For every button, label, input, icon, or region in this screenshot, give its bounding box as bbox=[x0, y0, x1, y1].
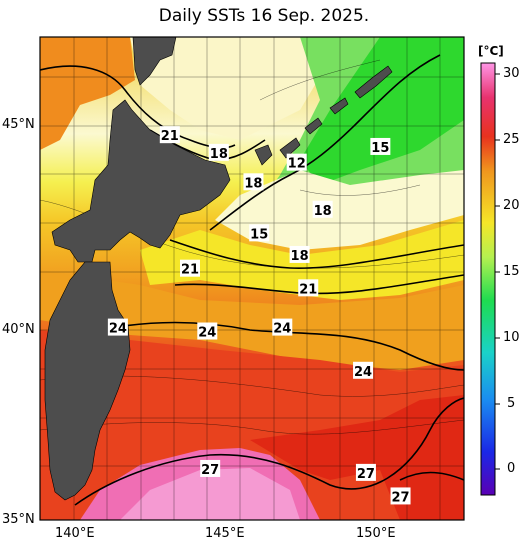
contour-label-bg bbox=[272, 318, 293, 336]
contour-label-bg bbox=[298, 279, 319, 297]
lon-label-150: 150°E bbox=[356, 526, 396, 541]
contour-label-10: 24 bbox=[107, 318, 128, 337]
map-area: 21 18 18 12 15 18 15 18 21 21 24 24 24 24 27 27 27 bbox=[40, 37, 464, 520]
contour-label-text: 18 bbox=[244, 176, 262, 191]
lat-label-40: 40°N bbox=[2, 322, 35, 337]
lon-label-140: 140°E bbox=[55, 526, 95, 541]
map-title: Daily SSTs 16 Sep. 2025. bbox=[158, 6, 370, 26]
lon-label-145: 145°E bbox=[205, 526, 245, 541]
contour-label-text: 27 bbox=[391, 490, 409, 505]
colorbar-ticks bbox=[495, 73, 500, 470]
kuril-5 bbox=[354, 65, 393, 99]
contour-label-16: 27 bbox=[390, 487, 411, 505]
contour-label-9: 21 bbox=[298, 279, 319, 297]
colorbar bbox=[480, 62, 496, 496]
contour-label-bg bbox=[370, 137, 391, 155]
contour-label-bg bbox=[197, 322, 218, 340]
mid-orange bbox=[40, 270, 464, 370]
contour-label-7: 18 bbox=[289, 245, 310, 264]
contour-label-text: 15 bbox=[371, 141, 389, 156]
contour-label-bg bbox=[355, 463, 376, 481]
lat-label-35: 35°N bbox=[2, 512, 35, 527]
contour-label-bg bbox=[249, 224, 270, 242]
colorbar-label-10: 10 bbox=[503, 330, 520, 345]
contour-label-text: 24 bbox=[273, 322, 291, 337]
colorbar-label-5: 5 bbox=[507, 396, 516, 411]
contour-label-12: 24 bbox=[272, 318, 293, 337]
contour-label-bg bbox=[289, 245, 310, 263]
contour-label-bg bbox=[286, 153, 307, 171]
contour-label-text: 24 bbox=[198, 326, 216, 341]
contour-label-bg bbox=[312, 200, 333, 218]
contour-label-text: 24 bbox=[354, 365, 372, 380]
contour-label-text: 27 bbox=[201, 463, 219, 478]
colorbar-label-0: 0 bbox=[507, 461, 516, 476]
contour-label-text: 12 bbox=[288, 157, 306, 172]
contour-label-text: 15 bbox=[250, 227, 268, 242]
contour-label-text: 21 bbox=[181, 263, 199, 278]
contour-label-text: 18 bbox=[314, 204, 332, 219]
contour-label-bg bbox=[200, 459, 221, 477]
map-frame bbox=[39, 36, 465, 521]
contour-label-4: 15 bbox=[370, 137, 391, 156]
contour-label-text: 27 bbox=[357, 467, 375, 482]
contour-label-text: 18 bbox=[210, 147, 228, 162]
contour-label-14: 27 bbox=[200, 459, 221, 478]
contour-label-bg bbox=[390, 487, 411, 505]
unit-label: [°C] bbox=[478, 44, 504, 58]
contour-label-bg bbox=[179, 259, 200, 277]
sea-japan-warm bbox=[40, 37, 135, 150]
cold-water-deep bbox=[300, 37, 464, 185]
sakhalin bbox=[132, 37, 177, 86]
colorbar-label-30: 30 bbox=[503, 66, 520, 81]
contour-label-text: 24 bbox=[109, 322, 127, 337]
contour-labels: 21 18 18 12 15 18 15 18 21 21 24 24 24 24 27 27 27 bbox=[107, 126, 411, 505]
contour-label-13: 24 bbox=[353, 361, 374, 380]
contour-label-11: 24 bbox=[197, 322, 218, 341]
contour-label-3: 12 bbox=[286, 153, 307, 172]
kuril-3 bbox=[304, 117, 323, 135]
contour-label-text: 21 bbox=[299, 282, 317, 297]
contour-label-1: 18 bbox=[208, 143, 229, 162]
contour-label-bg bbox=[159, 126, 180, 144]
kuril-4 bbox=[329, 97, 349, 115]
colorbar-label-20: 20 bbox=[503, 198, 520, 213]
contour-label-text: 21 bbox=[161, 129, 179, 144]
contour-label-bg bbox=[208, 143, 229, 161]
kuril-2 bbox=[279, 137, 301, 159]
contour-label-6: 15 bbox=[249, 224, 270, 242]
kuril-1 bbox=[254, 144, 273, 166]
contour-label-0: 21 bbox=[159, 126, 180, 144]
okhotsk-pale bbox=[130, 37, 330, 140]
contour-label-8: 21 bbox=[179, 259, 200, 278]
contour-label-15: 27 bbox=[355, 463, 376, 482]
lat-label-45: 45°N bbox=[2, 117, 35, 132]
contour-label-bg bbox=[107, 318, 128, 336]
contour-label-5: 18 bbox=[312, 200, 333, 219]
contour-label-bg bbox=[243, 173, 264, 191]
warm-pool-core bbox=[120, 468, 300, 520]
colorbar-label-15: 15 bbox=[503, 264, 520, 279]
contour-label-text: 18 bbox=[291, 249, 309, 264]
hokkaido bbox=[51, 99, 231, 263]
contour-label-2: 18 bbox=[243, 173, 264, 191]
oyashio-pale bbox=[215, 170, 464, 250]
colorbar-label-25: 25 bbox=[503, 132, 520, 147]
contour-label-bg bbox=[353, 361, 374, 379]
